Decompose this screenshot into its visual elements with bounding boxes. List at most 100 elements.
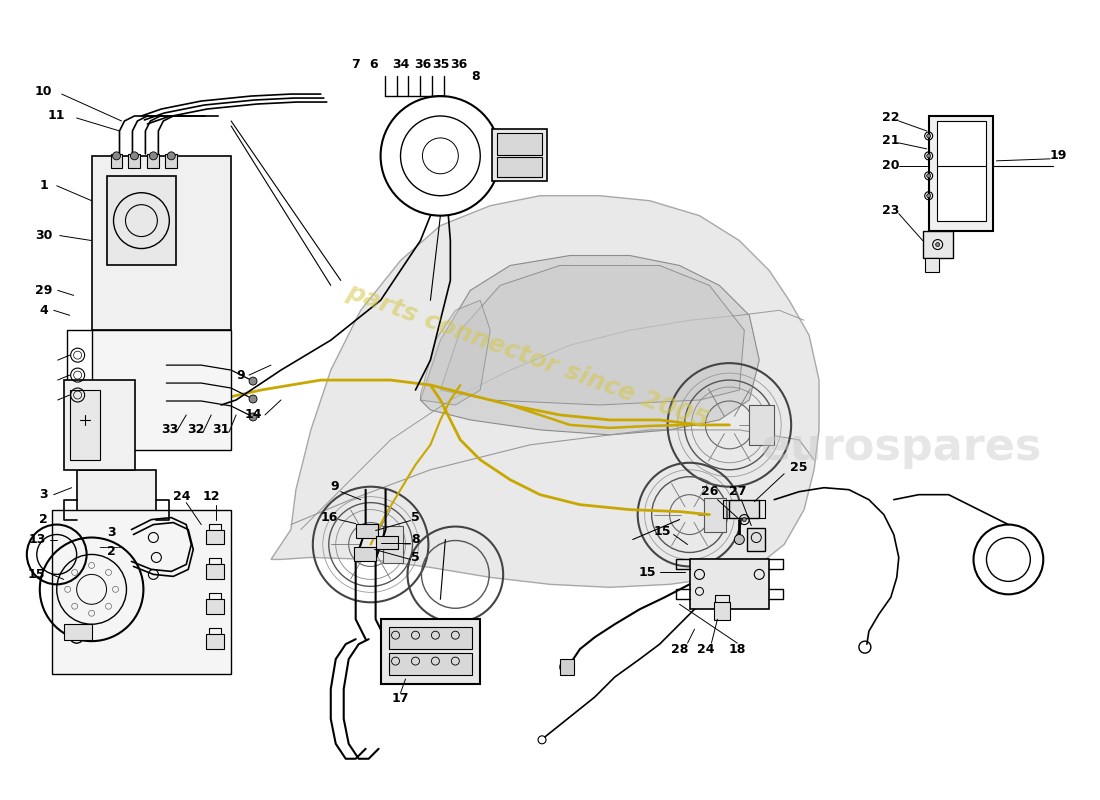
- Text: 17: 17: [392, 693, 409, 706]
- Text: 5: 5: [411, 511, 420, 524]
- Bar: [52, 510, 231, 674]
- Circle shape: [926, 174, 931, 178]
- Text: 9: 9: [236, 369, 245, 382]
- Text: 15: 15: [639, 566, 657, 579]
- Bar: [147, 154, 160, 168]
- Bar: [497, 133, 542, 155]
- Text: 2: 2: [40, 513, 48, 526]
- Text: 3: 3: [107, 526, 116, 539]
- Circle shape: [112, 152, 121, 160]
- Text: 3: 3: [40, 488, 48, 501]
- Polygon shape: [420, 255, 759, 435]
- Bar: [388, 653, 472, 675]
- Text: 21: 21: [882, 134, 900, 147]
- Text: 26: 26: [701, 485, 718, 498]
- Bar: [383, 526, 403, 563]
- Bar: [747, 527, 766, 551]
- Circle shape: [926, 194, 931, 198]
- Text: _____: _____: [99, 538, 123, 547]
- Text: 28: 28: [671, 642, 689, 656]
- Text: 12: 12: [202, 490, 220, 503]
- Circle shape: [926, 134, 931, 138]
- Bar: [206, 565, 224, 579]
- Bar: [69, 390, 100, 460]
- Text: 22: 22: [882, 111, 900, 125]
- Circle shape: [249, 395, 257, 403]
- Text: 23: 23: [882, 204, 900, 217]
- Polygon shape: [420, 300, 491, 405]
- Text: 35: 35: [431, 58, 449, 70]
- Text: 5: 5: [411, 551, 420, 564]
- Circle shape: [167, 152, 175, 160]
- Bar: [560, 659, 574, 675]
- Text: 4: 4: [40, 304, 48, 317]
- Text: 32: 32: [187, 423, 205, 436]
- Text: 29: 29: [35, 284, 53, 297]
- Bar: [107, 176, 176, 266]
- Circle shape: [249, 377, 257, 385]
- Text: 8: 8: [411, 533, 420, 546]
- Text: 10: 10: [35, 85, 53, 98]
- Text: 11: 11: [48, 110, 66, 122]
- Text: 30: 30: [35, 229, 53, 242]
- Text: parts connector since 2005: parts connector since 2005: [343, 279, 713, 433]
- Text: 36: 36: [414, 58, 431, 70]
- Circle shape: [249, 413, 257, 421]
- Text: 36: 36: [450, 58, 466, 70]
- Text: 15: 15: [653, 525, 671, 538]
- Bar: [165, 154, 177, 168]
- Text: 25: 25: [791, 462, 807, 474]
- Bar: [91, 330, 231, 450]
- Bar: [64, 380, 135, 470]
- Text: 24: 24: [696, 642, 714, 656]
- Text: 9: 9: [330, 480, 339, 493]
- Text: 27: 27: [728, 485, 746, 498]
- Bar: [388, 627, 472, 649]
- Bar: [729, 500, 759, 518]
- Circle shape: [936, 242, 939, 246]
- Text: 33: 33: [161, 423, 178, 436]
- Bar: [206, 634, 224, 649]
- Polygon shape: [440, 266, 745, 405]
- Text: 8: 8: [471, 70, 480, 82]
- Bar: [704, 498, 726, 531]
- Text: eurospares: eurospares: [760, 426, 1042, 470]
- Text: 7: 7: [351, 58, 360, 70]
- Circle shape: [735, 534, 745, 545]
- Bar: [714, 602, 730, 620]
- Text: 1: 1: [40, 179, 48, 192]
- Bar: [355, 523, 377, 538]
- Polygon shape: [271, 196, 820, 587]
- Text: 15: 15: [28, 568, 45, 581]
- Bar: [129, 154, 141, 168]
- Circle shape: [742, 518, 746, 522]
- Text: 2: 2: [107, 545, 116, 558]
- Bar: [923, 230, 953, 258]
- Bar: [91, 156, 231, 330]
- Bar: [928, 116, 993, 230]
- Text: 18: 18: [728, 642, 746, 656]
- Bar: [110, 154, 122, 168]
- Bar: [354, 547, 375, 562]
- Bar: [492, 129, 547, 181]
- Circle shape: [926, 154, 931, 158]
- Text: 19: 19: [1049, 150, 1067, 162]
- Bar: [690, 559, 769, 610]
- Bar: [749, 405, 774, 445]
- Text: 16: 16: [320, 511, 338, 524]
- Bar: [77, 470, 156, 519]
- Bar: [375, 535, 397, 550]
- Text: 13: 13: [29, 533, 45, 546]
- Text: 14: 14: [244, 409, 262, 422]
- Text: 24: 24: [173, 490, 190, 503]
- Text: 31: 31: [212, 423, 230, 436]
- Text: 6: 6: [370, 58, 378, 70]
- Circle shape: [131, 152, 139, 160]
- Bar: [925, 258, 938, 273]
- Bar: [937, 121, 987, 221]
- Bar: [64, 624, 91, 640]
- Bar: [497, 157, 542, 177]
- Bar: [206, 530, 224, 545]
- Bar: [381, 619, 481, 684]
- Bar: [206, 599, 224, 614]
